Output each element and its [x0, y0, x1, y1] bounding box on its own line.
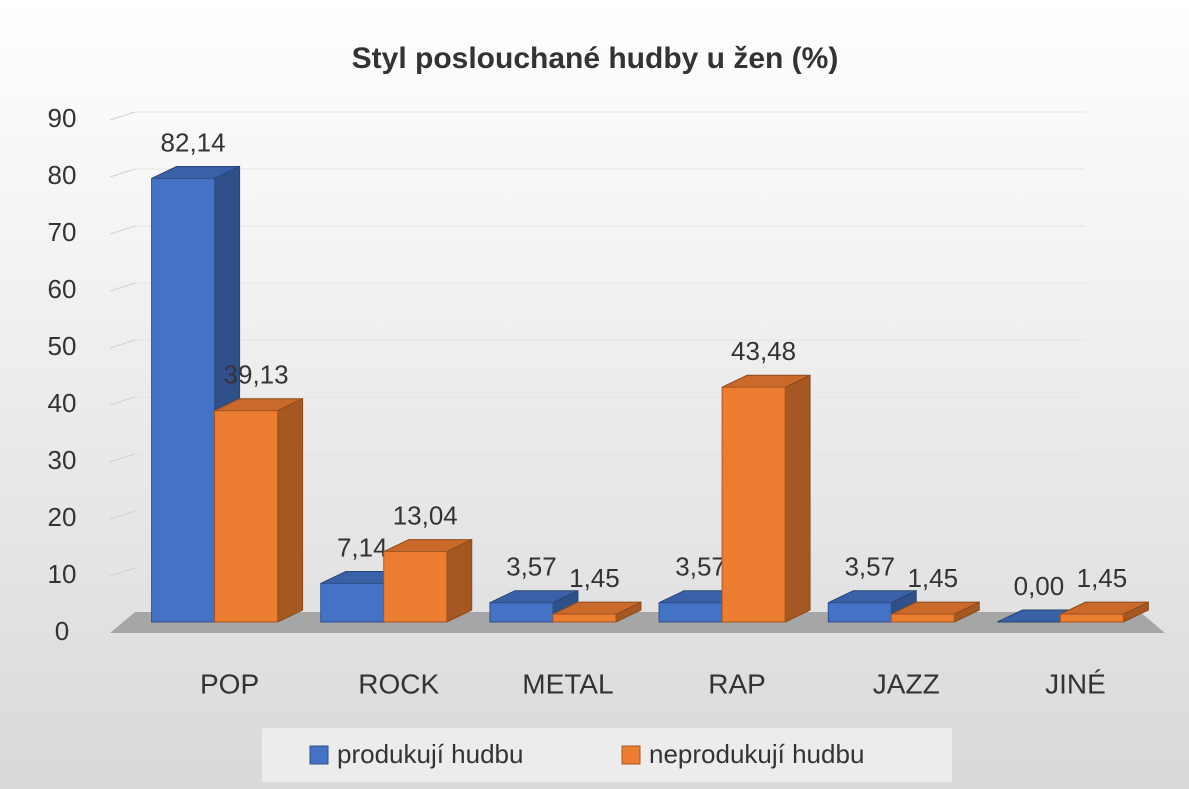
bar-face	[446, 538, 473, 623]
data-label: 13,04	[393, 500, 458, 530]
data-label: 1,45	[1077, 563, 1128, 593]
x-tick-label: JINÉ	[1045, 668, 1106, 699]
bar-face	[552, 613, 617, 623]
x-tick-label: RAP	[708, 668, 766, 699]
legend-swatch	[309, 745, 329, 765]
y-tick-label: 40	[48, 388, 77, 418]
x-tick-label: ROCK	[358, 668, 439, 699]
bar-face	[784, 374, 811, 623]
bar-face	[890, 613, 955, 623]
bar-face	[658, 602, 723, 623]
bar-face	[151, 177, 216, 623]
y-tick-label: 10	[48, 559, 77, 589]
bar	[827, 589, 917, 623]
grid-line	[109, 396, 136, 406]
grid-line	[109, 453, 136, 463]
y-tick-label: 30	[48, 445, 77, 475]
data-label: 0,00	[1014, 571, 1065, 601]
data-label: 39,13	[224, 360, 289, 390]
grid-line	[109, 567, 136, 577]
bar	[214, 397, 304, 623]
legend-swatch	[621, 745, 641, 765]
grid-line	[109, 168, 136, 178]
bar-face	[383, 551, 448, 623]
bar-face	[320, 582, 385, 623]
y-tick-label: 50	[48, 331, 77, 361]
bar-face	[721, 386, 786, 623]
grid-line	[109, 282, 136, 292]
data-label: 1,45	[907, 563, 958, 593]
y-tick-label: 70	[48, 217, 77, 247]
grid-line	[109, 225, 136, 235]
data-label: 1,45	[569, 563, 620, 593]
x-tick-label: POP	[200, 668, 259, 699]
chart-title: Styl poslouchané hudby u žen (%)	[352, 42, 839, 75]
grid-line	[109, 111, 136, 121]
y-tick-label: 20	[48, 502, 77, 532]
bar-face	[489, 602, 554, 623]
legend-label: produkují hudbu	[337, 739, 523, 769]
bar	[552, 601, 642, 623]
data-label: 82,14	[161, 127, 226, 157]
bar	[1059, 601, 1149, 623]
data-label: 3,57	[675, 552, 726, 582]
bar-face	[827, 602, 892, 623]
bar-face	[277, 397, 304, 623]
grid-line	[109, 339, 136, 349]
x-tick-label: JAZZ	[873, 668, 940, 699]
data-label: 3,57	[506, 552, 557, 582]
bar	[383, 538, 473, 623]
bar	[890, 601, 980, 623]
bar	[721, 374, 811, 623]
y-tick-label: 80	[48, 160, 77, 190]
legend-box	[262, 728, 952, 782]
y-tick-label: 0	[55, 616, 69, 646]
bar-face	[1059, 613, 1124, 623]
bar-face	[214, 410, 279, 623]
y-tick-label: 60	[48, 274, 77, 304]
data-label: 3,57	[844, 552, 895, 582]
x-tick-label: METAL	[522, 668, 613, 699]
y-tick-label: 90	[48, 103, 77, 133]
data-label: 7,14	[337, 532, 388, 562]
legend-label: neprodukují hudbu	[649, 739, 864, 769]
grid-line	[109, 510, 136, 520]
data-label: 43,48	[731, 336, 796, 366]
